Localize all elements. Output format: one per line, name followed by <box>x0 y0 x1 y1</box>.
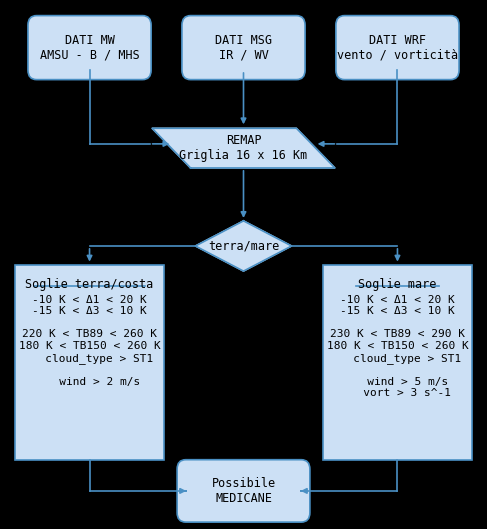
Text: Soglie terra/costa: Soglie terra/costa <box>25 278 154 291</box>
Text: REMAP
Griglia 16 x 16 Km: REMAP Griglia 16 x 16 Km <box>179 134 308 162</box>
FancyBboxPatch shape <box>28 15 151 79</box>
FancyBboxPatch shape <box>177 460 310 522</box>
Text: Soglie mare: Soglie mare <box>358 278 437 291</box>
Text: -10 K < Δ1 < 20 K
-15 K < Δ3 < 10 K

220 K < TB89 < 260 K
180 K < TB150 < 260 K
: -10 K < Δ1 < 20 K -15 K < Δ3 < 10 K 220 … <box>19 295 160 387</box>
FancyBboxPatch shape <box>323 264 472 460</box>
Text: DATI MSG
IR / WV: DATI MSG IR / WV <box>215 34 272 61</box>
Polygon shape <box>152 129 335 168</box>
Text: DATI WRF
vento / vorticità: DATI WRF vento / vorticità <box>337 34 458 61</box>
FancyBboxPatch shape <box>15 264 164 460</box>
Text: DATI MW
AMSU - B / MHS: DATI MW AMSU - B / MHS <box>39 34 139 61</box>
Text: terra/mare: terra/mare <box>208 240 279 252</box>
Text: -10 K < Δ1 < 20 K
-15 K < Δ3 < 10 K

230 K < TB89 < 290 K
180 K < TB150 < 260 K
: -10 K < Δ1 < 20 K -15 K < Δ3 < 10 K 230 … <box>327 295 468 398</box>
FancyBboxPatch shape <box>336 15 459 79</box>
FancyBboxPatch shape <box>182 15 305 79</box>
Polygon shape <box>195 221 292 271</box>
Text: Possibile
MEDICANE: Possibile MEDICANE <box>211 477 276 505</box>
